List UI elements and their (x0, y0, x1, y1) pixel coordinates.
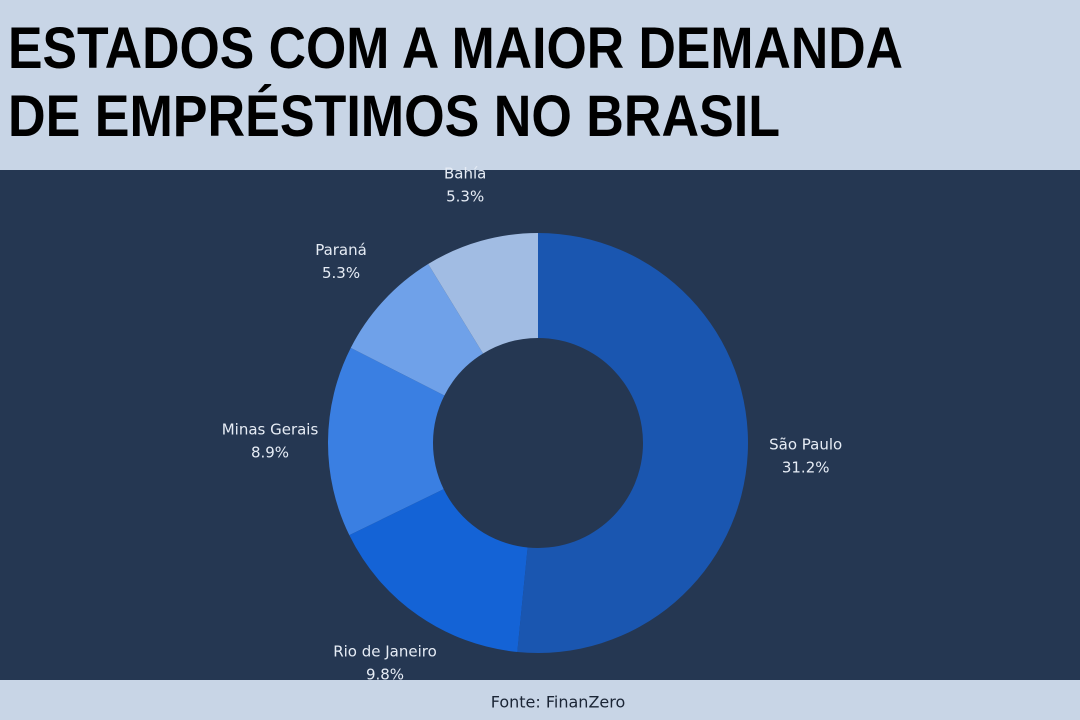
donut-slice (328, 347, 445, 536)
donut-slice (350, 264, 484, 396)
slice-value-label: 31.2% (782, 459, 830, 477)
slice-value-label: 9.8% (366, 666, 404, 684)
donut-slice (349, 489, 528, 652)
chart-title: DE EMPRÉSTIMOS NO BRASIL (8, 84, 780, 149)
slice-label: Rio de Janeiro (333, 643, 437, 661)
donut-slice (517, 233, 748, 653)
slice-label: São Paulo (769, 436, 842, 454)
slice-value-label: 5.3% (322, 264, 360, 282)
slice-value-label: 8.9% (251, 443, 289, 461)
donut-slice (428, 233, 538, 354)
slice-label: Bahía (444, 165, 486, 183)
slice-label: Minas Gerais (222, 420, 319, 438)
chart-title: ESTADOS COM A MAIOR DEMANDA (8, 16, 903, 81)
slice-label: Paraná (315, 241, 367, 259)
source: Fonte: FinanZero (491, 693, 626, 712)
slice-value-label: 5.3% (446, 188, 484, 206)
